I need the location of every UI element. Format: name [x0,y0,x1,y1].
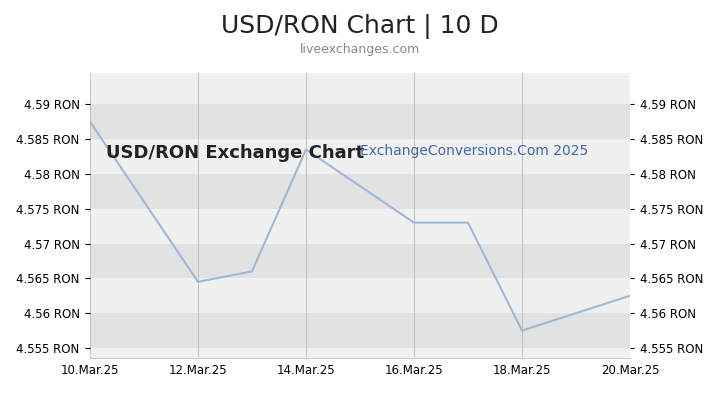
Bar [90,174,630,209]
Bar [90,104,630,139]
Bar [90,243,630,278]
Text: USD/RON Exchange Chart: USD/RON Exchange Chart [107,144,364,162]
Text: ExchangeConversions.Com 2025: ExchangeConversions.Com 2025 [360,144,588,158]
Bar [90,313,630,348]
Text: liveexchanges.com: liveexchanges.com [300,43,420,55]
Text: USD/RON Chart | 10 D: USD/RON Chart | 10 D [221,14,499,39]
